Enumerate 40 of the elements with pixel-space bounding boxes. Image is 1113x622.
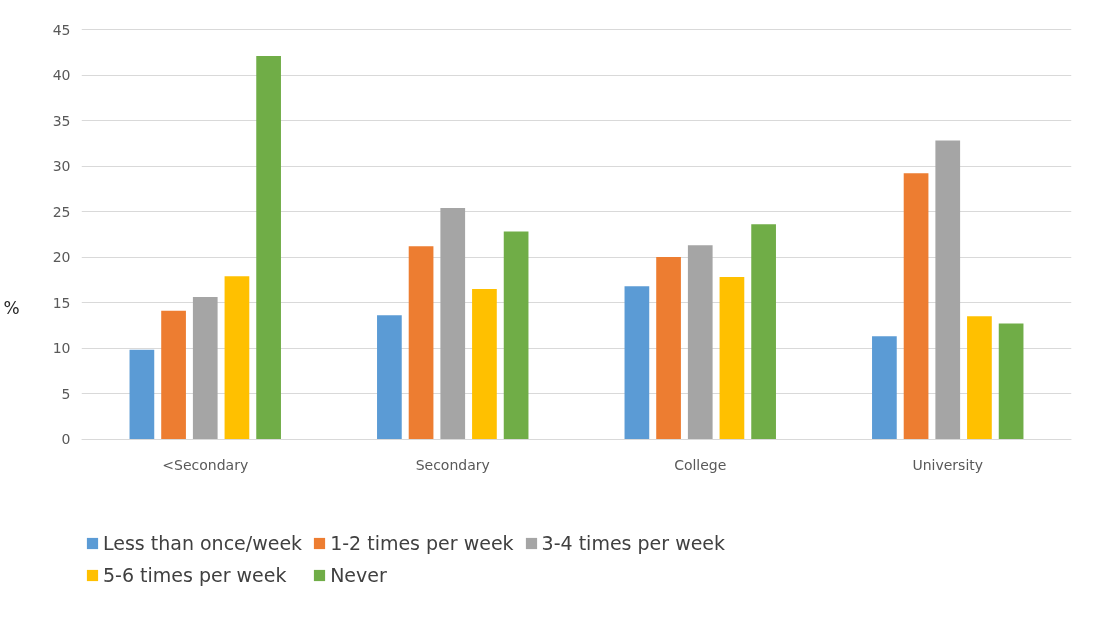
y-tick-label: 0 <box>61 431 71 448</box>
bar <box>129 349 155 440</box>
y-axis-title: % <box>3 298 20 318</box>
bar <box>256 55 281 440</box>
y-tick-label: 10 <box>52 340 71 357</box>
bar <box>967 316 992 440</box>
x-tick-label: <Secondary <box>162 457 249 474</box>
y-tick-label: 25 <box>52 203 71 220</box>
y-tick-label: 35 <box>52 112 71 129</box>
bar <box>161 310 186 440</box>
bar <box>903 173 929 440</box>
legend-label: 1-2 times per week <box>330 532 514 554</box>
bar <box>719 277 745 440</box>
bar <box>687 245 713 440</box>
y-tick-label: 20 <box>52 249 71 266</box>
y-tick-label: 5 <box>61 385 71 402</box>
legend-label: 3-4 times per week <box>541 532 726 554</box>
legend-label: Never <box>330 564 387 586</box>
bar <box>935 140 961 440</box>
y-tick-label: 45 <box>52 21 71 38</box>
bar <box>656 257 681 440</box>
bar <box>224 276 250 440</box>
x-tick-label: University <box>912 457 984 474</box>
bar <box>872 336 897 440</box>
bar <box>472 288 497 440</box>
y-tick-label: 15 <box>52 294 71 311</box>
bar <box>192 297 218 440</box>
x-tick-label: Secondary <box>415 457 490 474</box>
bar <box>440 207 466 440</box>
legend-label: Less than once/week <box>103 532 303 554</box>
bar <box>998 323 1024 440</box>
y-tick-label: 30 <box>52 158 71 175</box>
bar <box>751 224 776 440</box>
x-tick-label: College <box>674 457 727 474</box>
bar <box>624 286 650 440</box>
bar <box>408 246 434 440</box>
legend-label: 5-6 times per week <box>103 564 287 586</box>
y-tick-label: 40 <box>52 67 71 84</box>
bar <box>377 315 402 440</box>
bar <box>503 231 529 440</box>
